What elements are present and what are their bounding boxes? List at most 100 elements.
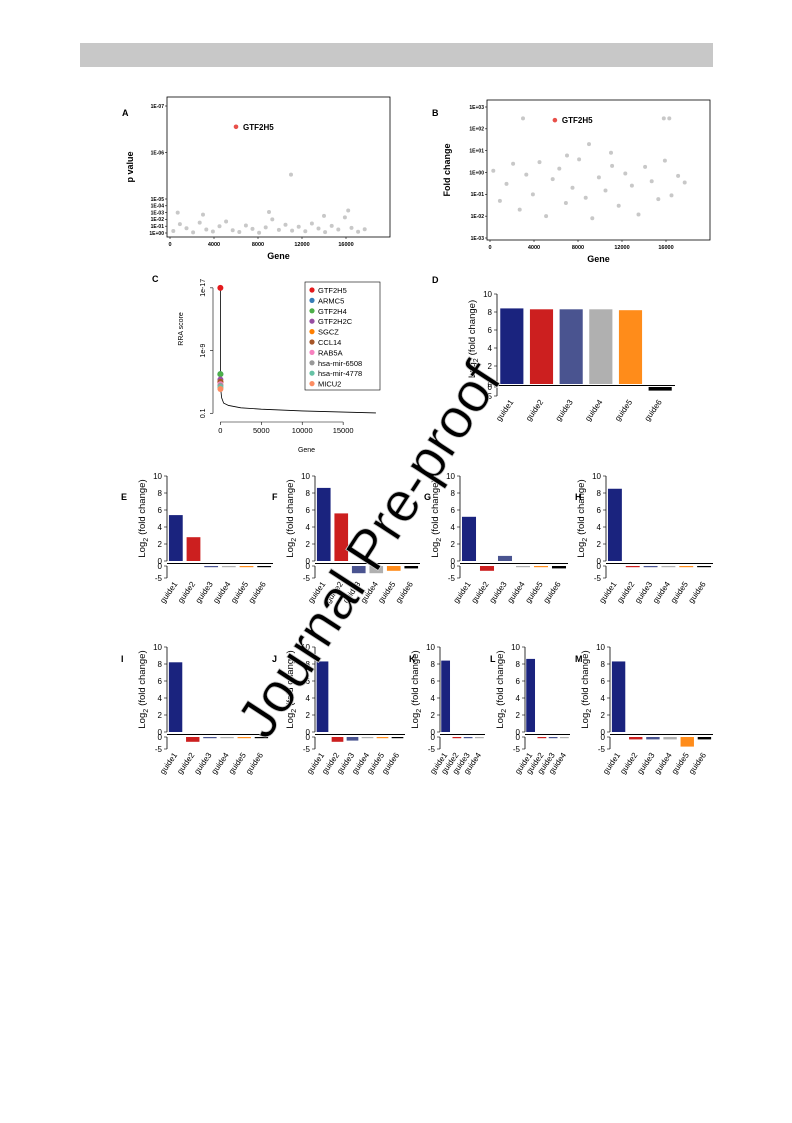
panel-letter: B [432, 108, 439, 118]
bar [559, 737, 569, 739]
y-tick-label: 2 [601, 711, 606, 720]
y-axis-label: Fold change [442, 143, 452, 196]
y-tick-label: 2 [488, 362, 493, 371]
header-bar [80, 43, 713, 67]
data-point [623, 171, 628, 176]
legend-label: hsa-mir-6508 [318, 359, 362, 368]
data-point [322, 213, 326, 218]
data-point [643, 164, 648, 169]
y-tick-label: -5 [303, 745, 311, 754]
y-tick-label: 1E-05 [151, 197, 165, 203]
bar [474, 737, 484, 739]
y-axis-label-part: Log [285, 713, 296, 729]
y-tick-label: 2 [516, 711, 521, 720]
y-tick-label: 0 [158, 562, 163, 571]
bar [625, 566, 640, 568]
data-point [191, 230, 196, 235]
y-tick-label: -5 [155, 574, 163, 583]
bar [361, 737, 374, 739]
bar [452, 737, 462, 739]
data-point [563, 201, 568, 206]
data-point [530, 192, 535, 197]
data-point [511, 161, 516, 166]
panel-letter: I [121, 654, 124, 664]
y-tick-label: 8 [306, 489, 311, 498]
y-tick-label: 8 [451, 489, 456, 498]
y-tick-label: 0 [597, 557, 602, 566]
y-axis-label-subscript: 2 [416, 709, 423, 713]
bar [239, 566, 254, 568]
y-tick-label: 4 [306, 694, 311, 703]
bar [533, 566, 549, 568]
y-tick-label: 10 [153, 472, 162, 481]
y-tick-label: 4 [431, 694, 436, 703]
y-tick-label: 4 [601, 694, 606, 703]
y-tick-label: 8 [306, 660, 311, 669]
data-point [544, 214, 549, 219]
y-tick-label: 10 [301, 643, 310, 652]
data-point [497, 198, 502, 203]
bar [697, 737, 712, 740]
y-tick-label: 1e-17 [200, 279, 207, 297]
bar [237, 737, 251, 739]
y-tick-label: 1E-01 [151, 224, 165, 230]
y-tick-label: 6 [488, 326, 493, 335]
bar [316, 487, 331, 561]
y-tick-label: 0 [488, 380, 493, 389]
x-tick-label: 0 [218, 426, 222, 435]
data-point [309, 221, 314, 226]
legend-swatch [309, 329, 315, 335]
bar [404, 566, 419, 569]
y-tick-label: 6 [158, 677, 163, 686]
bar [607, 488, 622, 561]
panel-letter: A [122, 108, 129, 118]
y-tick-label: 8 [597, 489, 602, 498]
data-point [550, 177, 555, 182]
bar [168, 662, 183, 732]
bar [515, 566, 531, 568]
y-axis-label-part: Log [137, 713, 148, 729]
data-point [577, 157, 582, 162]
x-tick-label: 10000 [292, 426, 313, 435]
y-tick-label: 0 [431, 728, 436, 737]
data-point [636, 212, 641, 217]
data-point [570, 185, 575, 190]
y-tick-label: 6 [306, 506, 311, 515]
panel-letter: E [121, 492, 127, 502]
panel-letter: D [432, 275, 439, 285]
bar [386, 566, 401, 571]
legend-swatch [309, 381, 315, 387]
y-axis-label-part: (fold change) [576, 479, 587, 534]
data-point [682, 180, 687, 185]
data-point [329, 223, 334, 228]
y-axis-label-part: (fold change) [495, 650, 506, 705]
y-axis-label-part: (fold change) [580, 650, 591, 705]
y-tick-label: 0 [451, 557, 456, 566]
x-tick-label: 8000 [572, 245, 584, 251]
data-point [323, 230, 328, 235]
y-tick-label: 8 [516, 660, 521, 669]
y-axis-label-subscript: 2 [143, 538, 150, 542]
data-point [257, 230, 262, 235]
y-tick-label: 4 [451, 523, 456, 532]
data-point [649, 179, 654, 184]
legend-swatch [309, 370, 315, 376]
bar [589, 309, 613, 384]
highlight-label: GTF2H5 [562, 116, 593, 125]
y-tick-label: -5 [594, 574, 602, 583]
bar [186, 537, 201, 561]
data-point [283, 222, 288, 227]
bar [526, 658, 536, 732]
y-axis-label: RRA score [178, 312, 185, 346]
y-tick-label: 1e-9 [200, 343, 207, 357]
data-point [491, 168, 496, 173]
bar [463, 737, 473, 739]
data-point [616, 203, 621, 208]
bar [548, 737, 558, 739]
y-tick-label: -5 [428, 745, 436, 754]
y-axis-label: Log2 (fold change) [137, 650, 150, 728]
legend-label: MICU2 [318, 380, 341, 389]
x-axis-label: Gene [267, 251, 290, 261]
bar [369, 566, 384, 574]
